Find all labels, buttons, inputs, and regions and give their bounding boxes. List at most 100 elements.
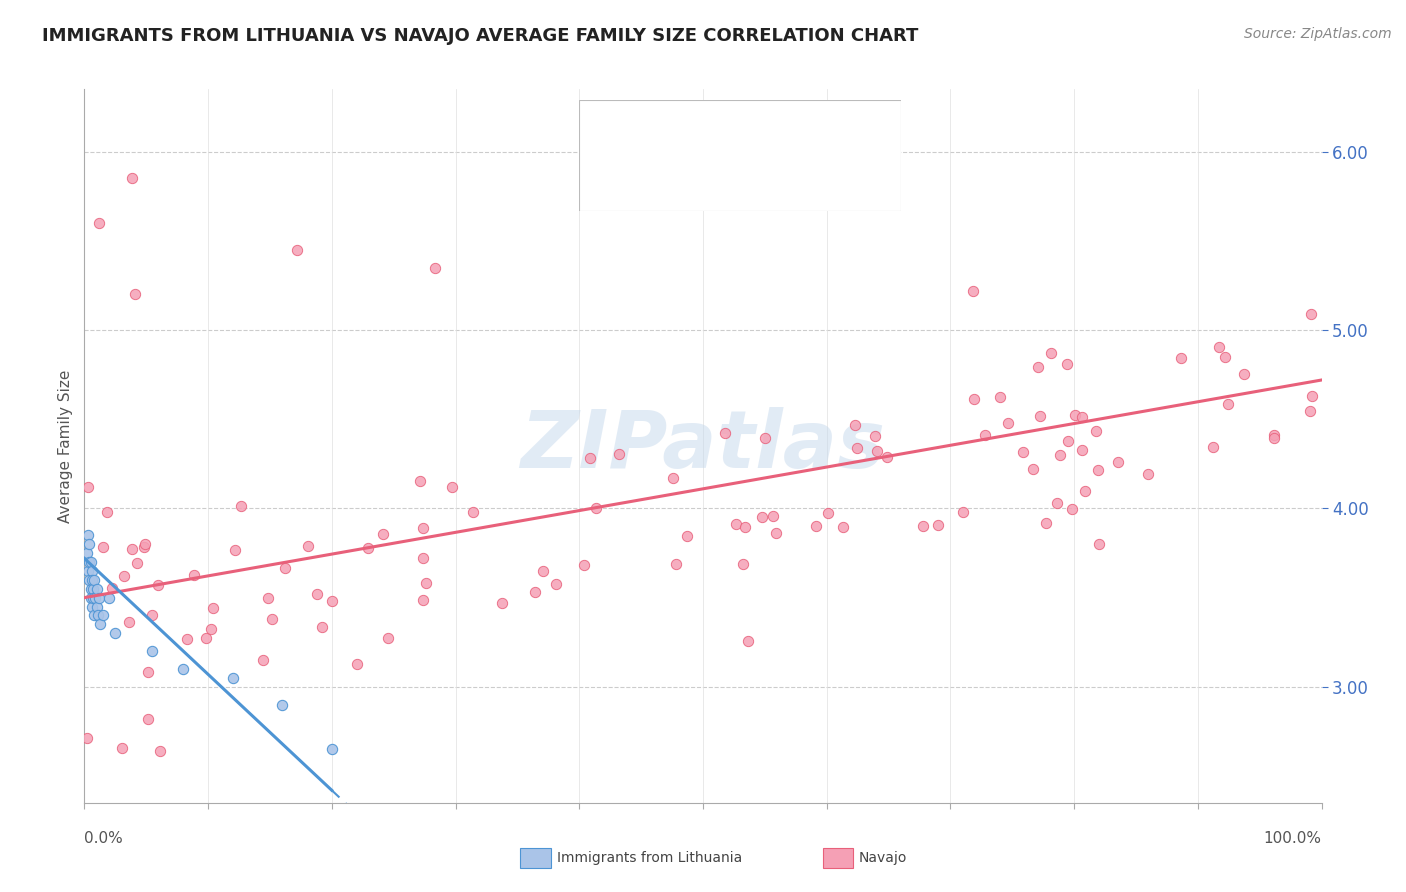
Point (83, 573, 105, 587)
Text: IMMIGRANTS FROM LITHUANIA VS NAVAJO AVERAGE FAMILY SIZE CORRELATION CHART: IMMIGRANTS FROM LITHUANIA VS NAVAJO AVER… (42, 27, 918, 45)
Point (912, 518, 935, 533)
Point (305, 587, 328, 601)
Point (80, 599, 103, 614)
Point (76, 546, 98, 560)
Point (134, 537, 156, 551)
Point (1056, 357, 1078, 371)
Point (1070, 409, 1092, 424)
Point (98, 591, 121, 605)
Point (87, 216, 110, 230)
Point (724, 516, 747, 531)
Point (731, 557, 754, 571)
Point (1087, 537, 1109, 551)
Point (988, 390, 1011, 404)
Point (1263, 431, 1285, 445)
Point (546, 576, 568, 591)
Point (423, 260, 446, 275)
Point (200, 622, 222, 636)
Text: Immigrants from Lithuania: Immigrants from Lithuania (557, 851, 742, 865)
Y-axis label: Average Family Size: Average Family Size (58, 369, 73, 523)
Point (876, 450, 898, 465)
Point (297, 539, 319, 553)
Point (377, 631, 399, 645)
Point (79, 555, 101, 569)
Point (262, 611, 284, 625)
Point (1028, 409, 1050, 424)
Point (176, 632, 198, 647)
Point (531, 564, 554, 578)
Point (575, 180, 598, 194)
Point (274, 561, 297, 575)
Point (86, 582, 108, 596)
Point (229, 499, 252, 513)
Point (89, 617, 111, 632)
Point (104, 626, 127, 640)
Point (311, 620, 333, 634)
Point (412, 593, 434, 607)
Point (1039, 346, 1062, 360)
Text: Source: ZipAtlas.com: Source: ZipAtlas.com (1244, 27, 1392, 41)
Point (675, 529, 697, 543)
Point (1170, 351, 1192, 365)
Point (1107, 455, 1129, 469)
Point (1202, 441, 1225, 455)
Point (817, 506, 839, 520)
Point (579, 450, 602, 465)
Point (101, 581, 124, 595)
Point (734, 519, 756, 533)
Point (121, 171, 143, 186)
Point (1301, 389, 1323, 403)
Point (224, 542, 246, 557)
Point (79, 537, 101, 551)
Point (1084, 424, 1107, 438)
Point (1073, 483, 1095, 498)
Point (1208, 340, 1230, 354)
Point (183, 568, 205, 582)
Point (412, 551, 434, 566)
Point (77, 564, 100, 578)
Point (1045, 496, 1067, 510)
Point (112, 569, 135, 583)
Point (91, 608, 114, 623)
Point (141, 644, 163, 658)
Point (441, 481, 464, 495)
Point (1216, 397, 1239, 411)
Point (79, 591, 101, 605)
Point (132, 540, 155, 554)
Point (201, 600, 224, 615)
Point (91, 540, 114, 554)
Point (409, 474, 432, 488)
Point (149, 744, 172, 758)
Point (222, 671, 245, 685)
Point (285, 243, 308, 257)
Point (765, 526, 787, 541)
Point (271, 698, 294, 712)
Point (804, 518, 827, 533)
Point (1263, 427, 1285, 442)
Point (77, 528, 100, 542)
Point (585, 500, 607, 515)
Point (952, 505, 974, 519)
Point (79, 555, 101, 569)
Point (844, 417, 866, 432)
Point (124, 287, 146, 301)
Point (89, 591, 111, 605)
Point (136, 712, 159, 726)
Point (82, 591, 104, 605)
Point (87, 608, 110, 623)
Point (357, 541, 380, 555)
Point (412, 521, 434, 535)
Point (1064, 409, 1087, 423)
Point (664, 557, 686, 571)
Point (321, 742, 343, 756)
Text: 100.0%: 100.0% (1264, 831, 1322, 847)
Point (415, 576, 437, 591)
Point (252, 653, 274, 667)
Point (371, 526, 394, 541)
Point (141, 607, 163, 622)
Point (661, 470, 683, 484)
Point (111, 741, 134, 756)
Point (172, 662, 194, 676)
Point (127, 557, 149, 571)
Point (607, 447, 630, 461)
